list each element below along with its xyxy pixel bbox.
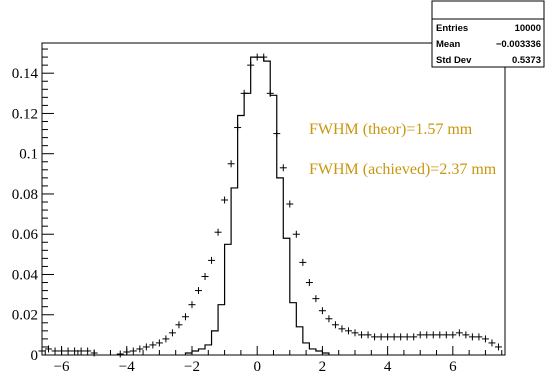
cross-marker <box>351 329 359 337</box>
cross-marker <box>175 321 183 329</box>
series-group <box>38 53 502 358</box>
cross-marker <box>338 325 346 333</box>
y-tick-label: 0 <box>31 348 39 364</box>
cross-marker <box>136 345 144 353</box>
x-tick-label: 0 <box>253 359 261 372</box>
cross-marker <box>416 331 424 339</box>
cross-marker <box>377 333 385 341</box>
cross-marker <box>279 164 287 172</box>
y-tick-label: 0.02 <box>12 308 38 324</box>
stats-value: 10000 <box>515 23 541 34</box>
fwhm-theor-annotation: FWHM (theor)=1.57 mm <box>309 121 473 138</box>
cross-marker <box>488 339 496 347</box>
x-tick-label: −6 <box>54 359 70 372</box>
cross-marker <box>371 333 379 341</box>
stats-box-frame <box>431 0 545 68</box>
cross-marker <box>292 230 300 238</box>
x-tick-label: −2 <box>184 359 200 372</box>
y-tick-label: 0.06 <box>12 227 39 243</box>
x-tick-label: 4 <box>384 359 392 372</box>
cross-marker <box>123 348 131 356</box>
cross-marker <box>142 343 150 351</box>
cross-marker <box>403 333 411 341</box>
cross-marker <box>481 335 489 343</box>
cross-marker <box>286 200 294 208</box>
stats-box: Entries 10000 Mean −0.003336 Std Dev 0.5373 <box>431 0 545 68</box>
cross-marker <box>325 315 333 323</box>
cross-marker <box>384 333 392 341</box>
cross-marker <box>149 341 157 349</box>
cross-marker <box>475 333 483 341</box>
axes-group: −6 −4 −2 0 2 4 6 0 0.02 0.04 0.06 0.08 0.1 0.12 0.14 <box>12 48 503 372</box>
stats-label: Entries <box>436 23 468 34</box>
cross-marker <box>318 307 326 315</box>
cross-marker <box>429 331 437 339</box>
cross-marker <box>364 331 372 339</box>
cross-marker <box>188 301 196 309</box>
fwhm-achieved-annotation: FWHM (achieved)=2.37 mm <box>309 161 497 178</box>
cross-marker <box>116 350 124 358</box>
cross-marker <box>195 287 203 295</box>
cross-marker <box>155 339 163 347</box>
cross-marker <box>201 272 209 280</box>
cross-marker <box>227 160 235 168</box>
y-tick-label: 0.12 <box>12 106 38 122</box>
stats-label: Std Dev <box>436 55 472 66</box>
cross-marker <box>129 347 137 355</box>
cross-marker <box>390 333 398 341</box>
stats-label: Mean <box>436 39 460 50</box>
cross-marker <box>90 349 98 357</box>
cross-marker <box>168 329 176 337</box>
stats-value: −0.003336 <box>496 39 541 50</box>
cross-marker <box>71 347 79 355</box>
cross-marker <box>247 61 255 69</box>
cross-marker <box>449 331 457 339</box>
x-tick-label: −4 <box>119 359 135 372</box>
cross-marker <box>436 331 444 339</box>
cross-marker <box>51 347 59 355</box>
cross-marker <box>221 196 229 204</box>
y-tick-label: 0.1 <box>19 147 38 163</box>
y-tick-label: 0.08 <box>12 187 38 203</box>
cross-marker <box>77 347 85 355</box>
cross-marker <box>58 347 66 355</box>
cross-marker <box>273 130 281 138</box>
cross-marker <box>410 333 418 341</box>
cross-marker <box>266 89 274 97</box>
cross-marker <box>455 329 463 337</box>
cross-marker <box>331 321 339 329</box>
cross-marker <box>442 331 450 339</box>
cross-marker <box>423 331 431 339</box>
x-tick-label: 2 <box>319 359 327 372</box>
cross-marker <box>358 331 366 339</box>
plot-frame-group <box>41 42 506 356</box>
y-tick-label: 0.04 <box>12 267 39 283</box>
x-tick-label: 6 <box>449 359 457 372</box>
cross-marker <box>312 295 320 303</box>
cross-marker <box>214 228 222 236</box>
cross-marker <box>260 53 268 61</box>
plot-frame <box>41 42 506 356</box>
cross-marker <box>38 347 46 355</box>
cross-marker <box>45 345 53 353</box>
cross-marker <box>181 313 189 321</box>
cross-marker <box>253 53 261 61</box>
cross-marker <box>468 333 476 341</box>
cross-marker <box>494 343 502 351</box>
cross-marker <box>344 327 352 335</box>
cross-marker <box>462 331 470 339</box>
cross-marker <box>240 89 248 97</box>
cross-marker <box>397 333 405 341</box>
y-tick-label: 0.14 <box>12 66 39 82</box>
stats-value: 0.5373 <box>512 55 541 66</box>
step-histogram-line <box>184 56 330 355</box>
cross-marker <box>234 124 242 132</box>
cross-marker <box>162 335 170 343</box>
cross-marker <box>208 256 216 264</box>
cross-marker <box>305 279 313 287</box>
cross-marker <box>64 347 72 355</box>
cross-marker <box>299 258 307 266</box>
cross-marker <box>84 347 92 355</box>
